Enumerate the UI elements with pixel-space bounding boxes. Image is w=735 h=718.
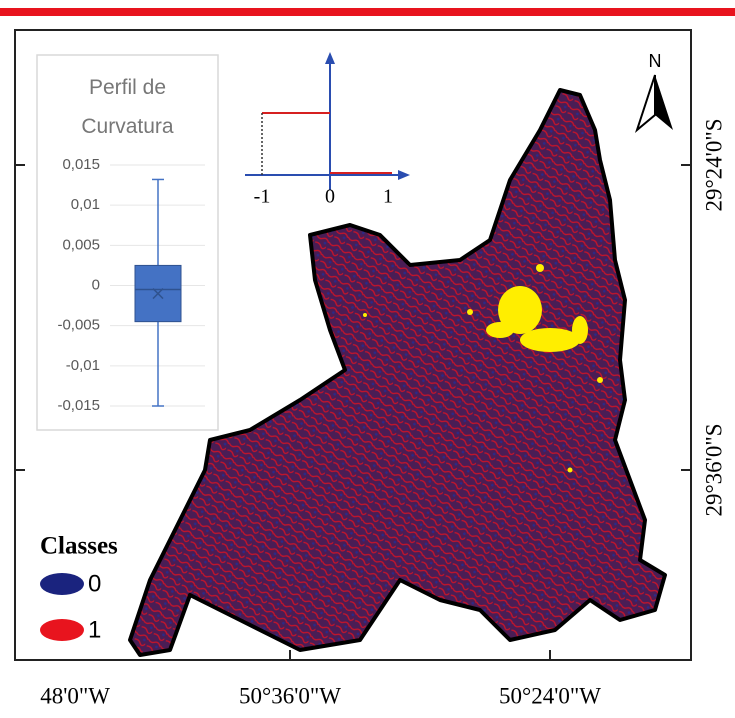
diagram-label: 1 bbox=[383, 186, 393, 208]
top-rule bbox=[0, 8, 735, 16]
chart-title: Perfil de Curvatura bbox=[68, 68, 188, 146]
legend-title: Classes bbox=[40, 533, 118, 560]
north-label: N bbox=[649, 51, 662, 71]
legend-swatch bbox=[40, 573, 84, 595]
y-tick-label: 0,015 bbox=[62, 156, 100, 173]
map-figure: N -1 0 1 29°24'0"S 29°36'0"S 48'0"W 50°3… bbox=[0, 0, 735, 718]
y-tick-label: -0,01 bbox=[66, 357, 100, 374]
y-tick-label: -0,015 bbox=[57, 397, 100, 414]
y-tick-label: 0 bbox=[92, 276, 100, 293]
diagram-label: -1 bbox=[254, 186, 271, 208]
boxplot-inset: Perfil de Curvatura 0,015 0,01 0,005 0 -0,00… bbox=[37, 55, 218, 430]
y-tick-label: 0,005 bbox=[62, 236, 100, 253]
lat-label: 29°24'0"S bbox=[701, 118, 726, 211]
lon-label: 50°24'0"W bbox=[499, 683, 601, 708]
lon-label: 48'0"W bbox=[40, 683, 110, 708]
y-tick-label: 0,01 bbox=[71, 196, 100, 213]
legend-swatch bbox=[40, 619, 84, 641]
diagram-label: 0 bbox=[325, 186, 335, 208]
lat-label: 29°36'0"S bbox=[701, 423, 726, 516]
legend-label: 0 bbox=[88, 570, 101, 597]
y-tick-label: -0,005 bbox=[57, 317, 100, 334]
lon-label: 50°36'0"W bbox=[239, 683, 341, 708]
legend-label: 1 bbox=[88, 616, 101, 643]
